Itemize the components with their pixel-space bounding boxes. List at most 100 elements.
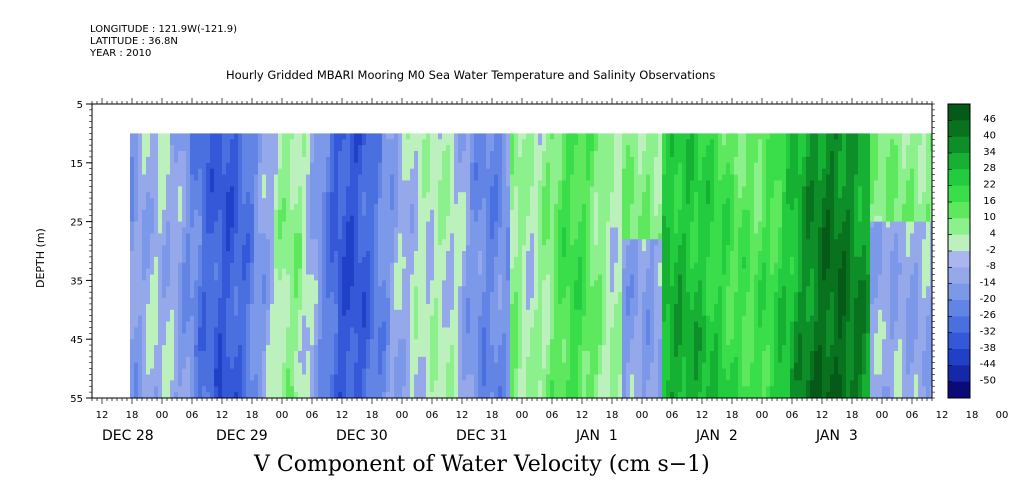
heatmap-cell [246,356,251,364]
heatmap-cell [474,362,479,370]
heatmap-cell [558,315,563,323]
heatmap-cell [438,374,443,381]
heatmap-cell [358,139,363,146]
heatmap-cell [494,345,499,352]
heatmap-cell [398,133,403,140]
heatmap-cell [566,156,571,164]
heatmap-cell [470,198,475,205]
heatmap-cell [142,356,147,364]
heatmap-cell [162,151,167,158]
heatmap-cell [370,298,375,305]
heatmap-cell [486,174,491,181]
heatmap-cell [282,168,287,176]
heatmap-cell [298,168,303,176]
heatmap-cell [354,245,359,252]
heatmap-cell [482,151,487,158]
heatmap-cell [190,327,195,334]
heatmap-cell [438,192,443,199]
heatmap-cell [202,245,207,252]
heatmap-cell [290,233,295,240]
heatmap-cell [458,256,463,264]
heatmap-cell [422,251,427,258]
heatmap-cell [290,303,295,311]
heatmap-cell [410,321,415,328]
heatmap-cell [150,280,155,287]
heatmap-cell [158,321,163,328]
heatmap-cell [130,162,135,170]
heatmap-cell [358,362,363,370]
heatmap-cell [154,298,159,305]
heatmap-cell [166,280,171,287]
heatmap-cell [338,280,343,287]
heatmap-cell [482,286,487,293]
heatmap-cell [558,274,563,281]
heatmap-cell [226,362,231,370]
heatmap-cell [490,239,495,246]
heatmap-cell [162,345,167,352]
heatmap-cell [558,233,563,240]
heatmap-cell [562,139,567,146]
heatmap-cell [302,298,307,305]
heatmap-cell [546,303,551,311]
heatmap-cell [530,350,535,358]
heatmap-cell [378,186,383,193]
heatmap-cell [458,186,463,193]
heatmap-cell [194,392,199,398]
heatmap-cell [374,168,379,176]
heatmap-cell [386,180,391,187]
heatmap-cell [230,321,235,328]
heatmap-cell [366,280,371,287]
heatmap-cell [406,245,411,252]
heatmap-cell [286,321,291,328]
heatmap-cell [394,133,399,140]
heatmap-cell [446,227,451,234]
heatmap-cell [238,321,243,328]
heatmap-cell [314,256,319,264]
heatmap-cell [150,321,155,328]
heatmap-cell [442,215,447,223]
heatmap-cell [322,151,327,158]
heatmap-cell [490,280,495,287]
heatmap-cell [462,286,467,293]
heatmap-cell [422,333,427,340]
heatmap-cell [230,274,235,281]
heatmap-cell [530,298,535,305]
heatmap-cell [186,133,191,140]
heatmap-cell [426,274,431,281]
heatmap-cell [146,180,151,187]
heatmap-cell [262,292,267,299]
heatmap-cell [190,315,195,323]
heatmap-cell [466,333,471,340]
heatmap-cell [138,298,143,305]
heatmap-cell [250,386,255,393]
heatmap-cell [250,215,255,223]
heatmap-cell [566,303,571,311]
heatmap-cell [142,374,147,381]
heatmap-cell [206,162,211,170]
heatmap-cell [498,286,503,293]
heatmap-cell [458,315,463,323]
heatmap-cell [346,303,351,311]
heatmap-cell [534,151,539,158]
heatmap-cell [266,386,271,393]
heatmap-cell [534,245,539,252]
heatmap-cell [394,380,399,387]
heatmap-cell [502,392,507,398]
heatmap-cell [194,139,199,146]
heatmap-cell [378,156,383,164]
heatmap-cell [362,327,367,334]
heatmap-cell [478,192,483,199]
heatmap-cell [410,203,415,211]
heatmap-cell [206,392,211,398]
heatmap-cell [510,309,515,317]
heatmap-cell [282,392,287,398]
heatmap-cell [262,280,267,287]
heatmap-cell [242,168,247,176]
heatmap-cell [330,350,335,358]
heatmap-cell [182,209,187,217]
heatmap-cell [546,233,551,240]
heatmap-cell [370,374,375,381]
heatmap-cell [238,392,243,398]
heatmap-cell [266,339,271,346]
heatmap-cell [154,151,159,158]
